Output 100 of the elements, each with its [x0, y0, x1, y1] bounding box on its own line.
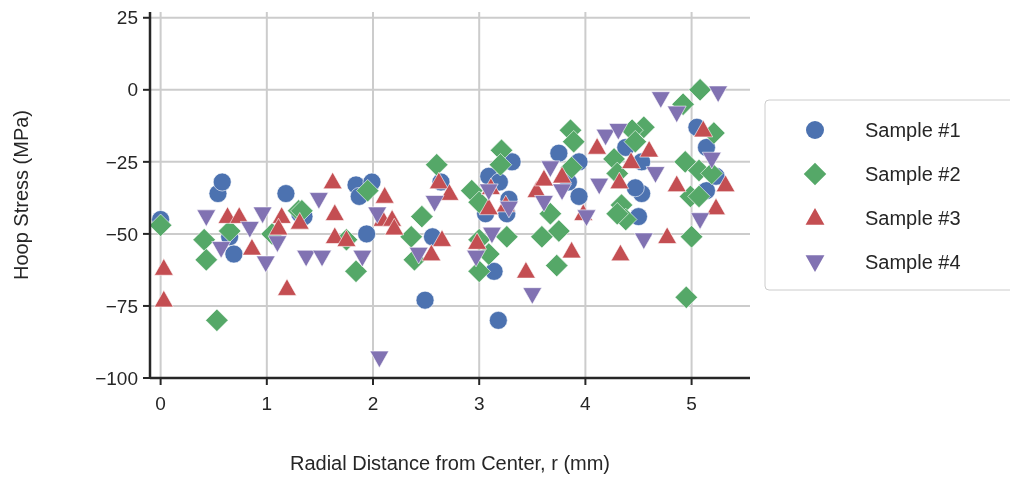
point	[256, 255, 276, 273]
point	[374, 186, 395, 204]
y-tick-label: 25	[116, 7, 138, 29]
point	[240, 221, 260, 239]
point	[610, 243, 631, 262]
point	[657, 226, 677, 244]
point	[576, 209, 597, 227]
point	[516, 261, 536, 279]
point	[466, 249, 486, 268]
legend-label: Sample #4	[865, 251, 961, 273]
point	[715, 174, 736, 192]
point	[609, 171, 630, 190]
x-tick-label: 1	[261, 393, 273, 414]
point	[626, 178, 645, 198]
point	[439, 183, 460, 201]
point	[410, 205, 434, 229]
point	[425, 153, 449, 177]
legend-label: Sample #1	[865, 119, 961, 141]
point	[268, 217, 289, 236]
x-tick-label: 0	[155, 393, 166, 414]
point	[149, 213, 173, 237]
point	[154, 258, 174, 276]
point	[538, 202, 562, 226]
point	[688, 78, 712, 102]
point	[489, 311, 508, 330]
point	[540, 160, 561, 178]
point	[211, 241, 231, 259]
point	[666, 174, 687, 192]
point	[399, 225, 423, 249]
point	[421, 243, 442, 262]
point	[605, 202, 629, 226]
point	[706, 197, 726, 216]
point	[587, 137, 607, 155]
point	[252, 206, 273, 224]
point	[561, 241, 582, 259]
point	[154, 289, 174, 308]
point	[560, 156, 584, 180]
point	[296, 249, 316, 268]
point	[212, 172, 232, 192]
point	[562, 130, 586, 154]
point	[680, 225, 704, 249]
point	[336, 229, 357, 247]
point	[700, 161, 724, 185]
point	[634, 232, 654, 250]
point	[357, 224, 376, 244]
point	[666, 105, 687, 124]
y-axis-title: Hoop Stress (MPa)	[10, 109, 32, 281]
point	[488, 153, 512, 177]
point	[467, 259, 491, 283]
point	[352, 249, 373, 268]
point	[651, 91, 671, 109]
point	[495, 225, 519, 249]
point	[621, 151, 641, 169]
point	[690, 212, 710, 230]
point	[534, 168, 554, 187]
point	[479, 183, 499, 201]
point	[608, 123, 629, 141]
point	[623, 130, 647, 154]
point	[522, 287, 543, 305]
point	[547, 219, 571, 243]
point	[482, 226, 502, 245]
point	[549, 143, 569, 163]
point	[589, 177, 609, 196]
point	[192, 228, 216, 252]
point	[479, 197, 499, 216]
y-tick-label: −25	[105, 151, 138, 173]
point	[545, 254, 569, 278]
x-tick-label: 5	[686, 393, 697, 414]
point	[639, 140, 659, 158]
point	[196, 209, 217, 227]
point	[693, 119, 714, 138]
point	[344, 259, 368, 283]
point	[645, 166, 666, 184]
legend-label: Sample #3	[865, 207, 961, 229]
point	[309, 192, 329, 210]
point	[552, 166, 572, 184]
point	[322, 171, 343, 190]
point	[194, 248, 218, 272]
point	[415, 290, 435, 310]
point	[289, 212, 310, 230]
y-tick-label: −100	[95, 367, 138, 389]
point	[708, 85, 728, 103]
point	[277, 278, 297, 296]
x-axis-title: Radial Distance from Center, r (mm)	[289, 452, 611, 474]
point	[702, 151, 722, 170]
point	[224, 244, 244, 264]
point	[687, 184, 711, 208]
point	[569, 187, 589, 206]
y-tick-label: −50	[105, 223, 138, 245]
legend-label: Sample #2	[865, 163, 961, 185]
y-tick-label: −75	[105, 295, 138, 317]
point	[267, 235, 288, 253]
point	[325, 203, 345, 221]
x-tick-label: 4	[580, 393, 592, 414]
point	[384, 217, 404, 236]
point	[673, 150, 697, 174]
point	[367, 206, 388, 224]
point	[424, 195, 445, 213]
point	[205, 308, 229, 332]
y-tick-label: 0	[127, 79, 138, 101]
